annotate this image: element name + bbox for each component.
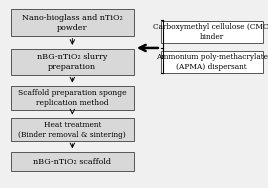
FancyBboxPatch shape [161,51,263,73]
FancyBboxPatch shape [11,86,134,110]
Text: Nano-bioglass and nTiO₂
powder: Nano-bioglass and nTiO₂ powder [22,14,123,32]
Text: Heat treatment
(Binder removal & sintering): Heat treatment (Binder removal & sinteri… [18,121,126,139]
FancyBboxPatch shape [11,152,134,171]
Text: nBG-nTiO₂ scaffold: nBG-nTiO₂ scaffold [33,158,111,166]
FancyBboxPatch shape [11,9,134,36]
Text: Scaffold preparation sponge
replication method: Scaffold preparation sponge replication … [18,89,127,107]
FancyBboxPatch shape [161,21,263,43]
FancyBboxPatch shape [11,118,134,141]
Text: Ammonium poly-methacrylate
(APMA) dispersant: Ammonium poly-methacrylate (APMA) disper… [156,53,268,71]
FancyBboxPatch shape [11,49,134,75]
Text: nBG-nTiO₂ slurry
preparation: nBG-nTiO₂ slurry preparation [37,53,107,71]
Text: Carboxymethyl cellulose (CMC)
binder: Carboxymethyl cellulose (CMC) binder [152,23,268,41]
